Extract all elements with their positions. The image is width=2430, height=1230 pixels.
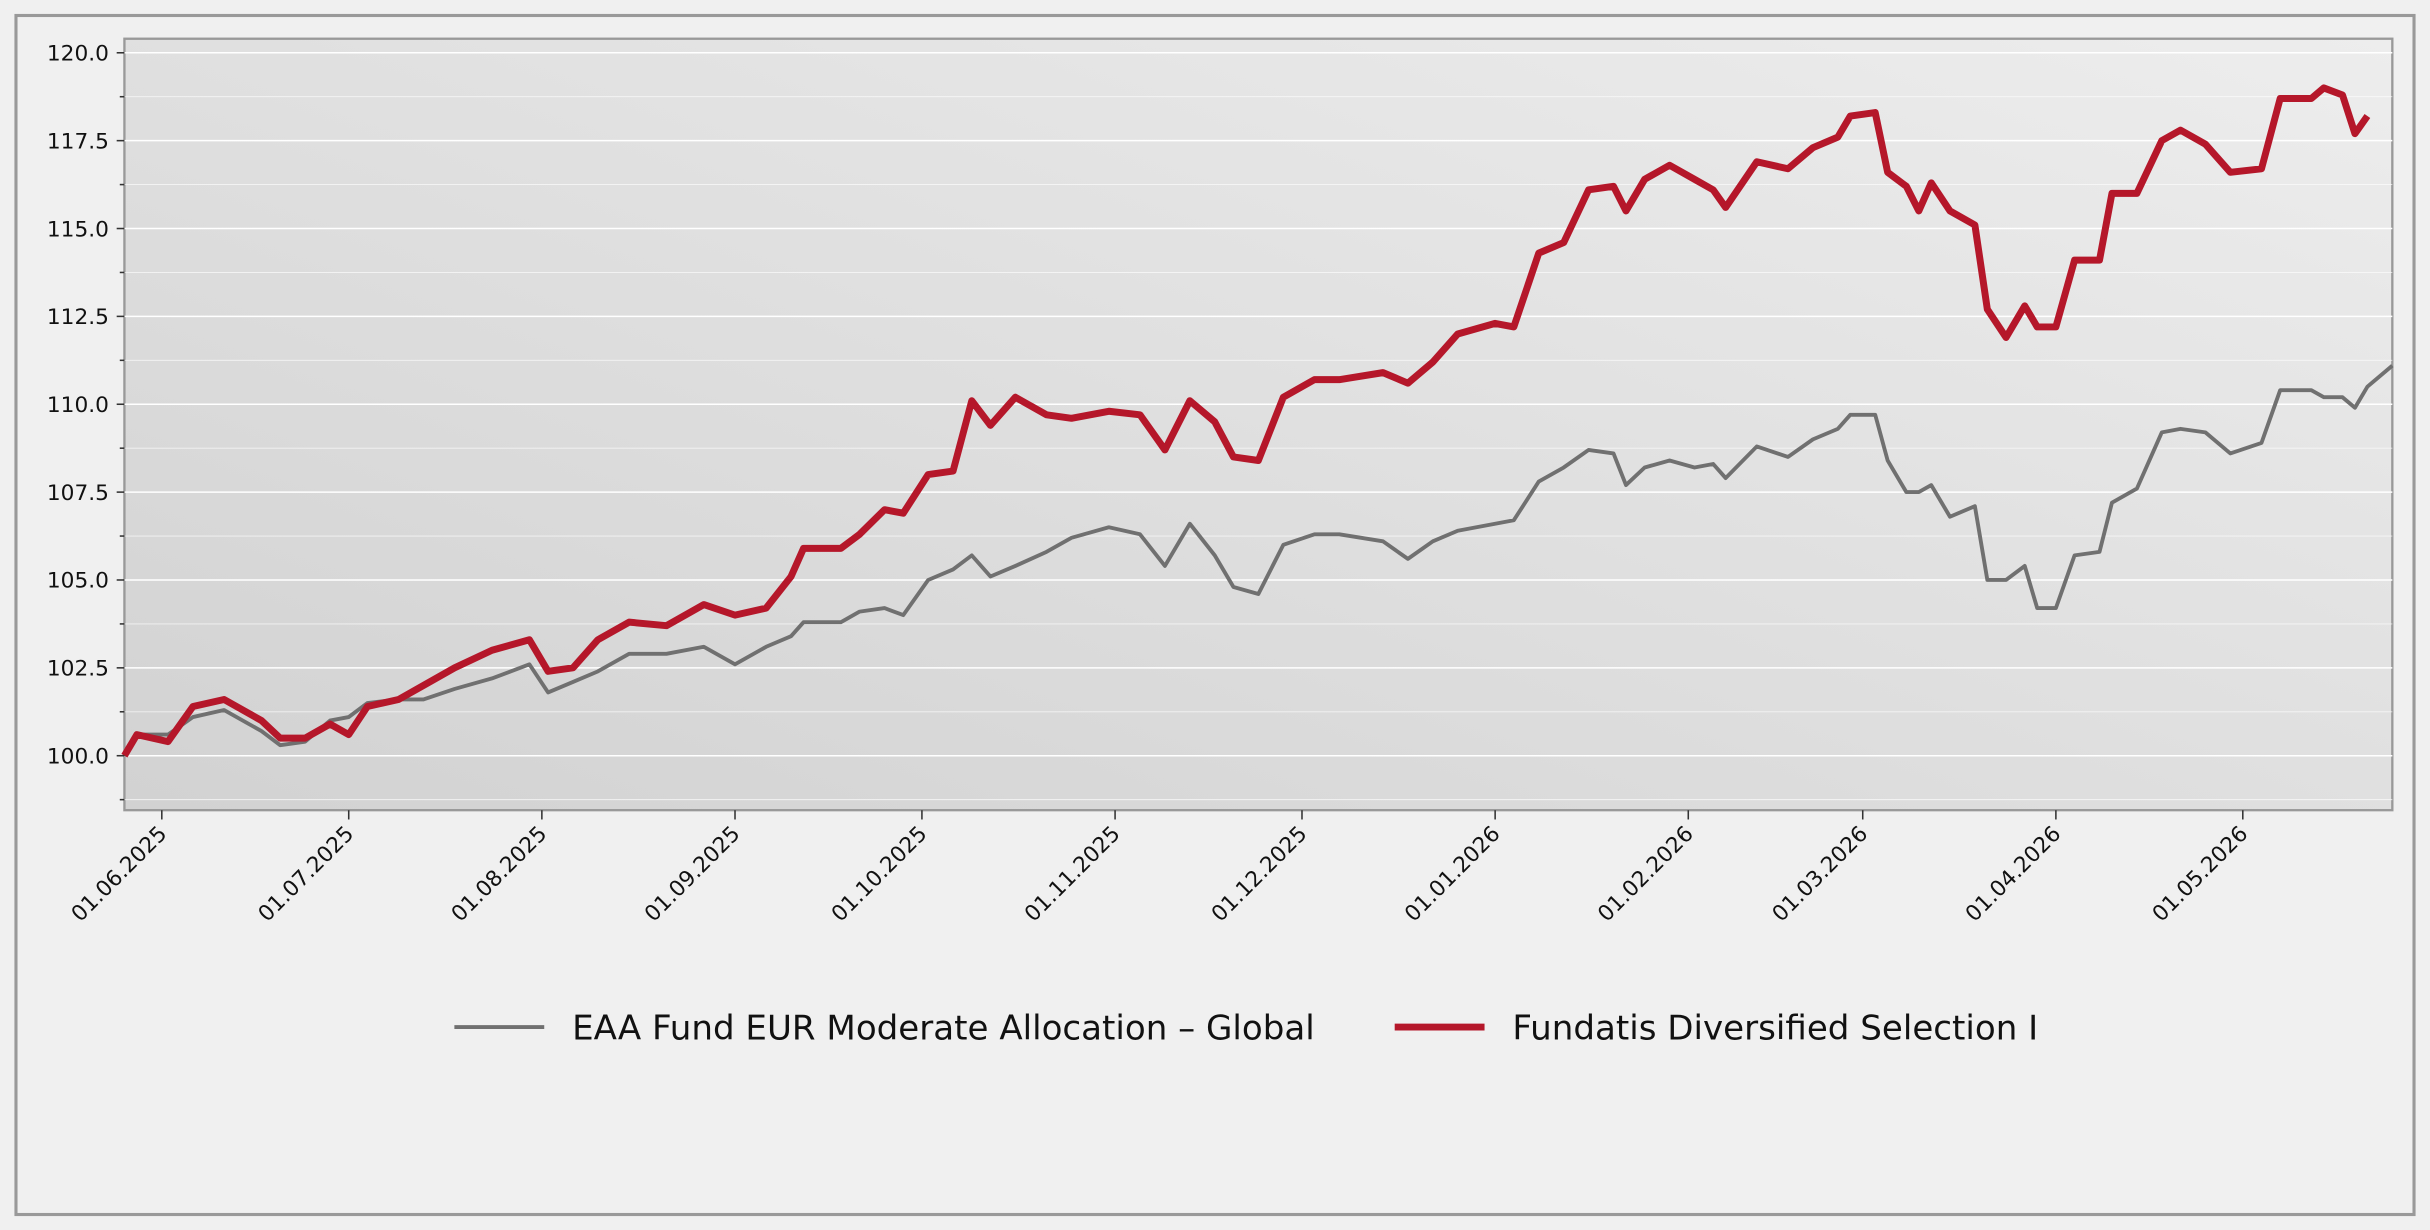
y-tick-label: 107.5	[47, 481, 109, 506]
grid	[124, 52, 2393, 801]
y-tick-label: 112.5	[47, 305, 109, 330]
y-tick-label: 105.0	[47, 569, 109, 594]
series-line	[121, 84, 2371, 758]
y-tick-label: 117.5	[47, 129, 109, 154]
legend-label: EAA Fund EUR Moderate Allocation – Globa…	[572, 1008, 1315, 1048]
y-tick-label: 120.0	[47, 42, 109, 67]
series-line	[122, 364, 2394, 757]
y-tick-label: 102.5	[47, 657, 109, 682]
y-tick-label: 115.0	[47, 217, 109, 242]
lines	[121, 84, 2394, 758]
y-tick-label: 100.0	[47, 744, 109, 769]
y-tick-label: 110.0	[47, 393, 109, 418]
legend: EAA Fund EUR Moderate Allocation – Globa…	[454, 1008, 2038, 1048]
plot-area	[123, 37, 2394, 812]
legend-label: Fundatis Diversified Selection I	[1512, 1008, 2038, 1048]
